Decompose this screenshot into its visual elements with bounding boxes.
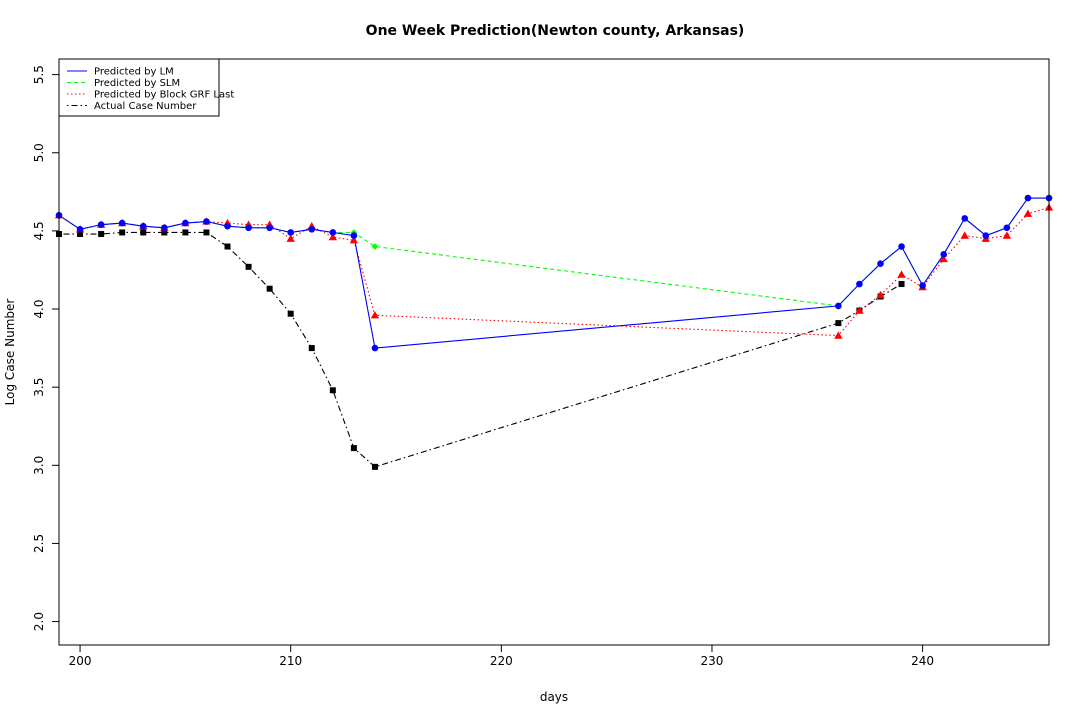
series-3-point <box>835 320 842 327</box>
series-3-point <box>371 463 378 470</box>
series-1-markers <box>55 194 1053 310</box>
series-3-point <box>898 281 905 288</box>
series-2-point <box>1002 231 1012 239</box>
x-tick-label: 210 <box>279 654 302 668</box>
series-0-point <box>898 243 905 250</box>
series-0-point <box>182 219 189 227</box>
series-0-point <box>203 218 210 225</box>
series-1 <box>58 197 1049 307</box>
series-3 <box>59 231 902 468</box>
series-2-point <box>1023 209 1033 217</box>
series-3-line <box>59 231 902 468</box>
series-3-point <box>203 229 210 236</box>
series-0-point <box>856 280 863 288</box>
series-3-point <box>98 231 105 238</box>
series-0-point <box>919 282 926 289</box>
series-3-point <box>224 243 231 250</box>
series-0-point <box>224 222 231 230</box>
series-0-point <box>161 224 168 232</box>
plot-frame <box>58 58 1050 646</box>
legend-label-2: Predicted by Block GRF Last <box>94 90 234 101</box>
series-3-point <box>308 345 315 352</box>
series-0-point <box>139 222 147 230</box>
y-tick-label: 3.0 <box>32 456 46 475</box>
legend-box <box>58 58 220 117</box>
x-axis-label: days <box>540 690 568 704</box>
series-0-point <box>118 219 126 227</box>
series-2-point <box>876 290 885 299</box>
y-tick-label: 3.5 <box>32 378 46 397</box>
y-tick-label: 2.5 <box>32 534 46 553</box>
y-tick-label: 4.0 <box>32 299 46 318</box>
series-3-point <box>77 231 84 238</box>
series-3-point <box>266 285 273 292</box>
series-0-markers <box>55 194 1053 352</box>
chart-title: One Week Prediction(Newton county, Arkan… <box>366 23 745 39</box>
series-3-point <box>350 445 357 452</box>
series-1-line <box>58 197 1049 307</box>
series-2-line <box>58 206 1050 337</box>
x-tick-label: 230 <box>701 654 724 668</box>
x-tick-label: 220 <box>490 654 513 668</box>
series-0-point <box>329 229 337 236</box>
series-0-point <box>877 260 884 268</box>
series-3-point <box>329 387 336 394</box>
series-2-point <box>855 306 864 314</box>
series-2-point <box>286 234 295 242</box>
series-2-point <box>960 231 969 239</box>
series-0-point <box>1003 224 1011 232</box>
series-3-point <box>119 229 126 236</box>
series-3-point <box>161 229 168 236</box>
series-2-point <box>349 236 359 244</box>
series-3-point <box>140 229 147 236</box>
series-0-point <box>266 224 273 232</box>
series-0-point <box>961 215 969 222</box>
series-2-point <box>834 331 843 339</box>
y-tick-label: 5.5 <box>32 65 46 84</box>
series-3-point <box>182 229 189 236</box>
legend-label-3: Actual Case Number <box>94 101 197 112</box>
series-0-point <box>308 226 316 233</box>
series-2-point <box>897 270 906 278</box>
x-tick-label: 200 <box>69 654 92 668</box>
series-0-point <box>245 224 252 232</box>
series-3-point <box>245 263 252 270</box>
series-0-point <box>76 226 84 233</box>
series-3-markers <box>56 229 905 470</box>
series-0-point <box>287 229 295 236</box>
series-1-point <box>371 243 379 250</box>
y-axis-label: Log Case Number <box>3 299 17 406</box>
y-tick-label: 2.0 <box>32 612 46 631</box>
y-tick-label: 4.5 <box>32 221 46 240</box>
series-2-point <box>939 254 948 263</box>
axes-layer: 200 210 220 230 240 2.0 2.5 3.0 3.5 4.0 4.5 5.0 5.5 <box>32 58 1050 668</box>
series-layer <box>54 194 1054 470</box>
series-2-point <box>328 232 338 241</box>
series-0-point <box>835 302 842 310</box>
x-tick-label: 240 <box>911 654 934 668</box>
series-3-point <box>287 310 294 317</box>
legend-label-0: Predicted by LM <box>94 67 174 78</box>
series-2 <box>58 206 1050 337</box>
series-0-point <box>940 251 947 258</box>
series-0-point <box>371 344 379 352</box>
series-2-point <box>370 311 380 319</box>
series-0-point <box>982 232 990 239</box>
series-0-point <box>97 221 105 228</box>
series-0-point <box>1024 194 1032 202</box>
y-tick-label: 5.0 <box>32 143 46 162</box>
legend-label-1: Predicted by SLM <box>94 78 180 89</box>
series-0-point <box>350 232 358 239</box>
